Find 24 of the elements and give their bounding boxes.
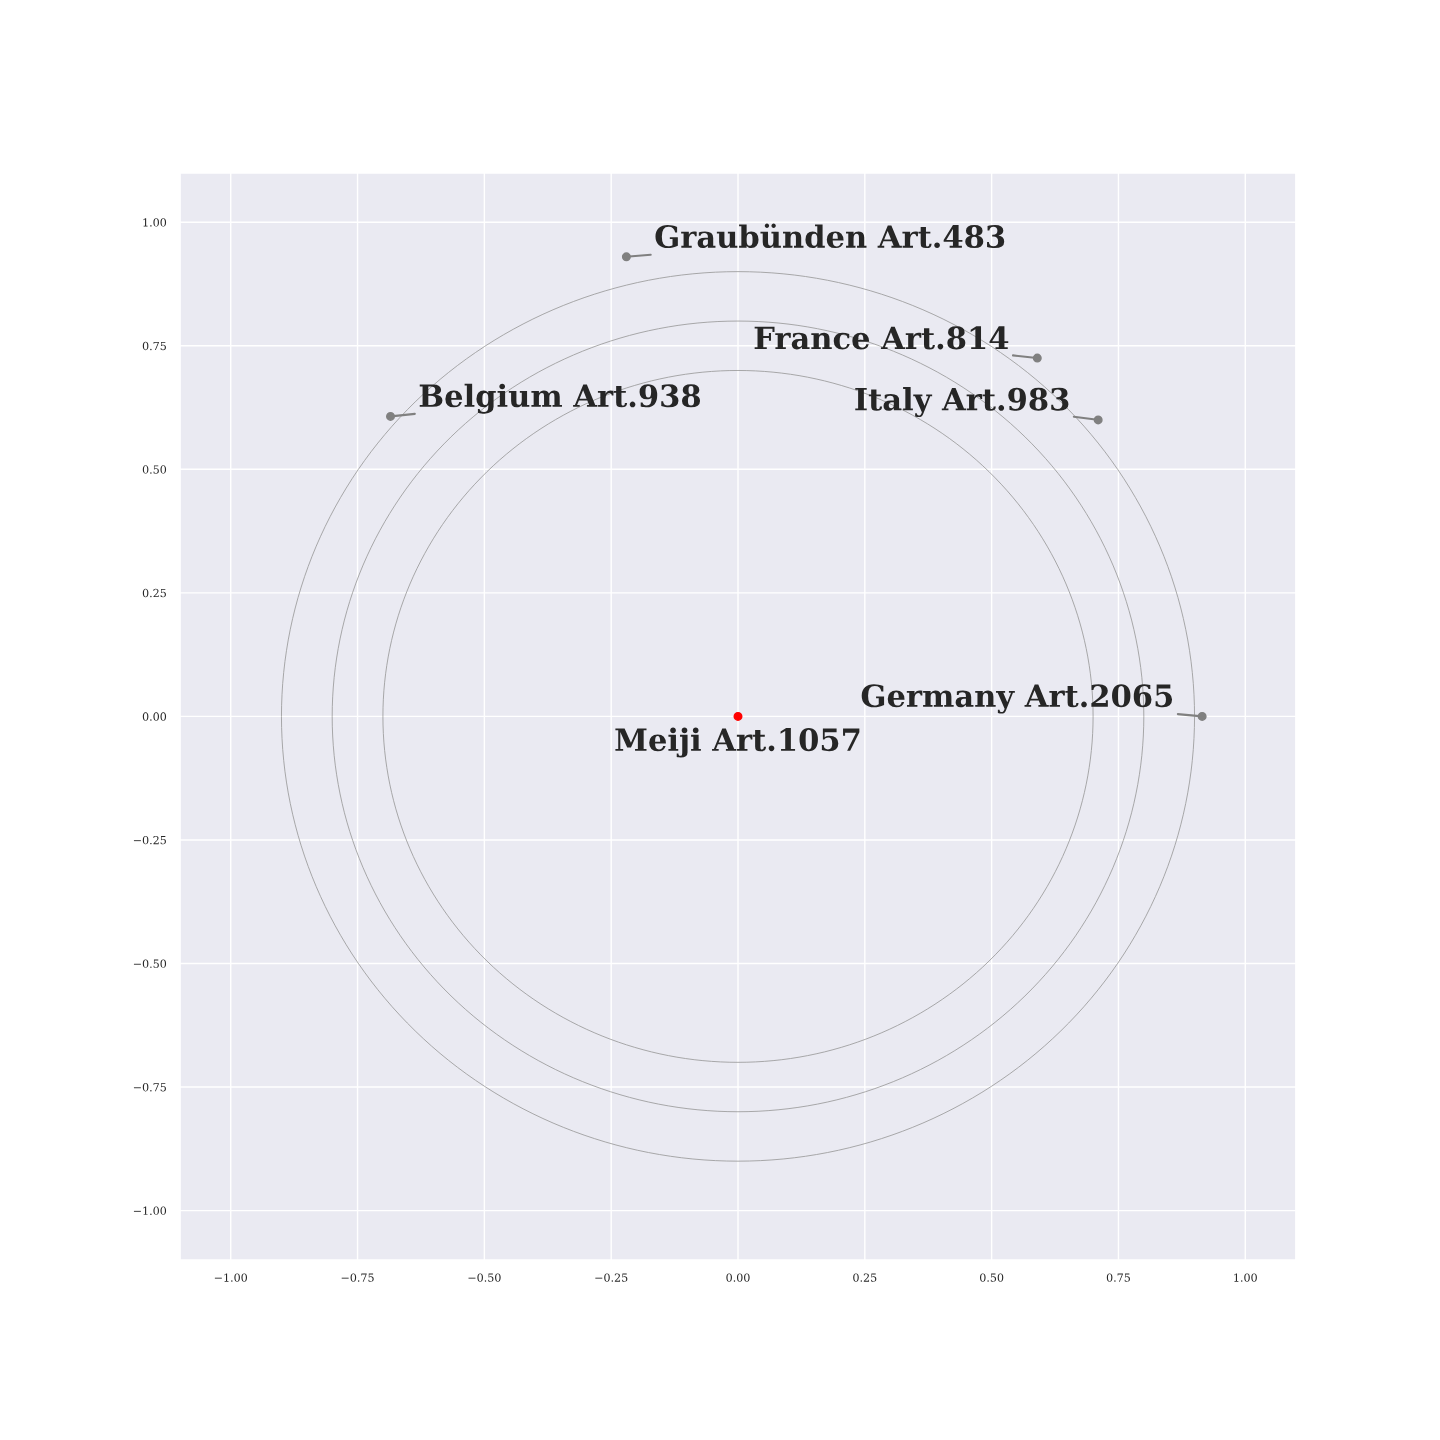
y-tick-label: −1.00 [133, 1206, 167, 1215]
y-tick-label: 0.50 [142, 465, 167, 474]
annotation: Meiji Art.1057 [615, 727, 860, 758]
x-tick-label: 0.50 [980, 1273, 1004, 1282]
annotation: Belgium Art.938 [419, 383, 701, 414]
y-tick-label: −0.25 [133, 835, 166, 845]
y-tick-label: −0.50 [133, 959, 167, 968]
y-tick-label: 0.75 [142, 341, 166, 351]
x-tick-label: 0.00 [726, 1273, 750, 1282]
y-tick-label: −0.75 [133, 1083, 166, 1092]
annotation: France Art.814 [754, 326, 1009, 350]
x-tick-label: 0.75 [1106, 1273, 1130, 1282]
x-tick-label: 0.25 [853, 1273, 877, 1282]
x-tick-label: 1.00 [1234, 1273, 1257, 1282]
y-tick-label: 0.00 [142, 712, 167, 721]
x-tick-label: −0.75 [341, 1273, 374, 1282]
x-tick-label: −0.25 [595, 1273, 628, 1282]
y-tick-label: 0.25 [142, 588, 166, 598]
x-tick-label: −0.50 [468, 1273, 501, 1282]
y-tick-label: 1.00 [143, 218, 167, 227]
annotation: Italy Art.983 [855, 387, 1069, 418]
annotation: Graubünden Art.483 [655, 223, 1005, 249]
x-tick-label: −1.00 [214, 1273, 248, 1282]
annotation: Germany Art.2065 [861, 684, 1173, 714]
